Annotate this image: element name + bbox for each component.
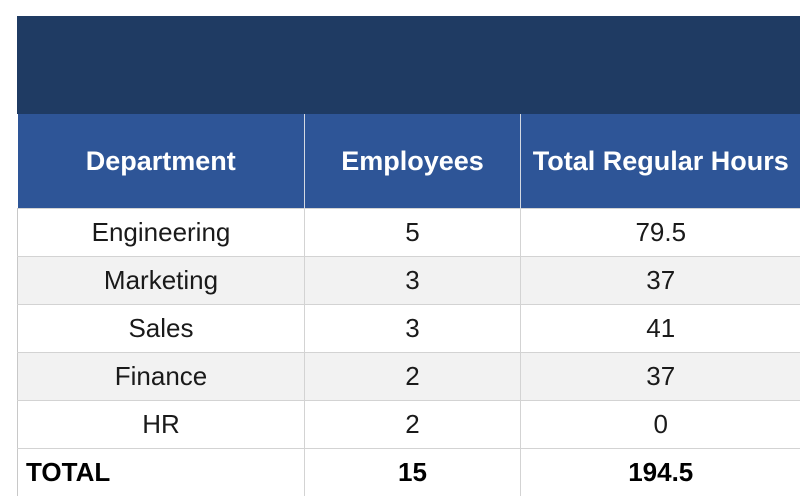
cell-employees[interactable]: 3 — [304, 303, 521, 353]
cell-hours[interactable]: 0 — [520, 399, 800, 449]
cell-employees[interactable]: 3 — [304, 255, 521, 305]
header-row: Department Employees Total Regular Hours — [17, 114, 800, 208]
table-row: Engineering 5 79.5 — [17, 207, 800, 257]
cell-hours[interactable]: 37 — [520, 255, 800, 305]
cell-employees[interactable]: 5 — [304, 207, 521, 257]
cell-department[interactable]: Sales — [17, 303, 305, 353]
table-row: Sales 3 41 — [17, 303, 800, 353]
total-row: TOTAL 15 194.5 — [17, 447, 800, 496]
cell-employees[interactable]: 2 — [304, 351, 521, 401]
total-hours[interactable]: 194.5 — [520, 447, 800, 496]
header-employees[interactable]: Employees — [304, 114, 521, 208]
total-employees[interactable]: 15 — [304, 447, 521, 496]
total-label[interactable]: TOTAL — [17, 447, 305, 496]
cell-department[interactable]: Engineering — [17, 207, 305, 257]
department-hours-table: Department Employees Total Regular Hours… — [17, 114, 800, 496]
title-band — [17, 16, 800, 114]
table-row: Marketing 3 37 — [17, 255, 800, 305]
header-department[interactable]: Department — [17, 114, 305, 208]
cell-employees[interactable]: 2 — [304, 399, 521, 449]
cell-hours[interactable]: 37 — [520, 351, 800, 401]
cell-department[interactable]: Finance — [17, 351, 305, 401]
cell-department[interactable]: Marketing — [17, 255, 305, 305]
table-row: HR 2 0 — [17, 399, 800, 449]
cell-hours[interactable]: 79.5 — [520, 207, 800, 257]
cell-hours[interactable]: 41 — [520, 303, 800, 353]
cell-department[interactable]: HR — [17, 399, 305, 449]
table-row: Finance 2 37 — [17, 351, 800, 401]
header-total-regular-hours[interactable]: Total Regular Hours — [520, 114, 800, 208]
